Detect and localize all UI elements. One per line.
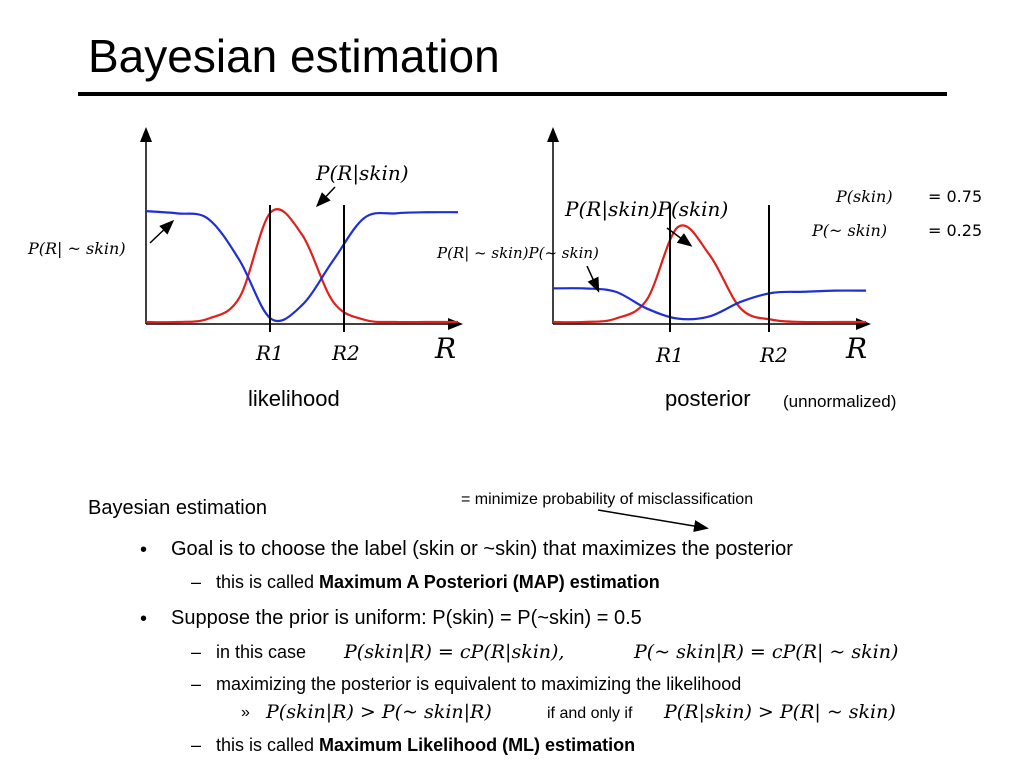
left-notskin-label: P(R| ~ skin) <box>27 239 126 258</box>
dash: – <box>191 642 202 662</box>
prior-skin-value: = 0.75 <box>928 187 982 206</box>
dash: – <box>191 735 202 755</box>
left-skin-label: P(R|skin) <box>315 161 409 186</box>
right-caption-sub: (unnormalized) <box>783 392 896 411</box>
chart1-series-2-line <box>145 210 459 323</box>
equation-left: P(skin|R) > P(~ skin|R) <box>266 701 492 723</box>
equation-incase-1: P(skin|R) = cP(R|skin), <box>344 641 565 663</box>
dash: – <box>191 674 202 694</box>
left-caption: likelihood <box>248 386 340 411</box>
chart1-series-1-line <box>145 208 458 324</box>
chart2-series-2-line <box>552 287 867 321</box>
left-series-group <box>145 208 459 324</box>
in-this-case: in this case <box>216 642 307 662</box>
prior-notskin-label: P(~ skin) <box>811 221 887 240</box>
map-line: this is called Maximum A Posteriori (MAP… <box>216 572 660 593</box>
right-r1-tick-label: R1 <box>655 343 684 367</box>
right-x-axis-label: R <box>845 332 867 365</box>
bullet-dot: • <box>140 539 148 561</box>
equation-right: P(R|skin) > P(R| ~ skin) <box>664 701 896 723</box>
right-r2-tick-label: R2 <box>759 343 788 367</box>
title-rule <box>78 92 947 96</box>
left-r1-tick-label: R1 <box>255 341 284 365</box>
equation-incase-2: P(~ skin|R) = cP(R| ~ skin) <box>634 641 899 663</box>
bullet-uniform-prior: Suppose the prior is uniform: P(skin) = … <box>171 607 642 629</box>
maximizing-line: maximizing the posterior is equivalent t… <box>216 674 742 694</box>
right-series-group <box>552 224 867 324</box>
annotation-text: = minimize probability of misclassificat… <box>461 491 754 508</box>
ml-bold: Maximum Likelihood (ML) estimation <box>319 735 636 755</box>
if-and-only-if: if and only if <box>547 705 633 722</box>
page-title: Bayesian estimation <box>88 30 500 82</box>
right-caption-main: posterior <box>665 386 751 411</box>
left-r2-tick-label: R2 <box>331 341 360 365</box>
right-skin-arrow <box>666 227 693 247</box>
left-skin-arrow <box>315 186 336 208</box>
annotation-arrow <box>597 509 709 532</box>
left-x-axis-label: R <box>434 332 456 365</box>
prior-notskin-value: = 0.25 <box>928 221 982 240</box>
chart2-series-1-line <box>552 224 866 324</box>
ml-prefix: this is called <box>216 735 320 755</box>
sub-sub-bullet: » <box>241 704 250 721</box>
map-prefix: this is called <box>216 572 320 592</box>
section-heading: Bayesian estimation <box>88 497 267 519</box>
bullet-dot: • <box>140 608 148 630</box>
right-notskin-arrow <box>586 265 600 293</box>
figure-area: P(R|skin) P(R| ~ skin) P(R|skin)P(skin) … <box>27 127 982 411</box>
left-notskin-arrow <box>149 219 175 244</box>
right-skin-label: P(R|skin)P(skin) <box>564 197 728 222</box>
ml-line: this is called Maximum Likelihood (ML) e… <box>216 735 635 756</box>
dash: – <box>191 572 202 592</box>
map-bold: Maximum A Posteriori (MAP) estimation <box>319 572 660 592</box>
prior-skin-label: P(skin) <box>835 187 893 206</box>
right-notskin-label: P(R| ~ skin)P(~ skin) <box>436 244 599 262</box>
bullet-goal: Goal is to choose the label (skin or ~sk… <box>171 538 793 560</box>
